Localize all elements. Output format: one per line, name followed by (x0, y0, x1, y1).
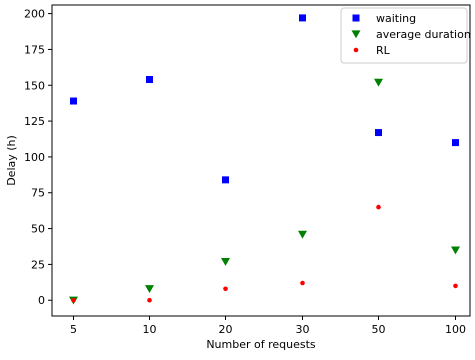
y-tick-label-6: 150 (24, 79, 45, 92)
y-tick-label-5: 125 (24, 115, 45, 128)
point-s2-1 (147, 297, 152, 303)
legend: waiting average duration RL (340, 7, 471, 64)
point-s0-4 (375, 129, 382, 137)
y-tick-label-2: 50 (31, 223, 45, 236)
x-tick-label-4: 50 (372, 323, 386, 336)
y-axis-label: Delay (h) (5, 135, 18, 186)
point-s2-3 (300, 280, 305, 286)
legend-label-2: RL (376, 44, 391, 57)
point-s2-2 (223, 286, 228, 292)
y-tick-label-3: 75 (31, 187, 45, 200)
point-s1-1 (145, 285, 154, 294)
x-tick-label-0: 5 (70, 323, 77, 336)
y-axis: 0 25 50 75 100 125 150 175 200 (24, 8, 52, 307)
legend-box (340, 7, 468, 64)
y-tick-label-4: 100 (24, 151, 45, 164)
x-tick-label-5: 100 (445, 323, 466, 336)
point-s2-4 (376, 204, 381, 210)
point-s2-5 (453, 283, 458, 289)
x-tick-label-3: 30 (296, 323, 310, 336)
plot-frame (51, 4, 471, 317)
legend-marker-0 (352, 14, 360, 22)
point-s1-4 (374, 78, 383, 87)
point-s0-3 (299, 14, 306, 22)
legend-label-0: waiting (376, 12, 416, 25)
legend-marker-1 (351, 30, 361, 39)
point-s0-5 (452, 139, 459, 147)
point-s0-2 (222, 176, 229, 184)
point-s0-0 (70, 97, 77, 105)
x-tick-label-2: 20 (219, 323, 233, 336)
x-axis-label: Number of requests (206, 338, 316, 351)
point-s1-5 (451, 246, 460, 255)
legend-label-1: average duration (376, 28, 471, 41)
point-s1-2 (221, 257, 230, 266)
point-s1-3 (298, 230, 307, 239)
series-2 (71, 204, 458, 303)
legend-marker-2 (353, 47, 359, 53)
point-s0-1 (146, 76, 153, 84)
y-tick-label-1: 25 (31, 258, 45, 271)
y-tick-label-8: 200 (24, 8, 45, 21)
series-layer (69, 14, 460, 305)
x-axis: 5 10 20 30 50 100 (70, 316, 466, 336)
x-tick-label-1: 10 (143, 323, 157, 336)
y-tick-label-7: 175 (24, 43, 45, 56)
series-1 (69, 78, 460, 305)
y-tick-label-0: 0 (38, 294, 45, 307)
series-0 (70, 14, 459, 184)
point-s2-0 (71, 297, 76, 303)
